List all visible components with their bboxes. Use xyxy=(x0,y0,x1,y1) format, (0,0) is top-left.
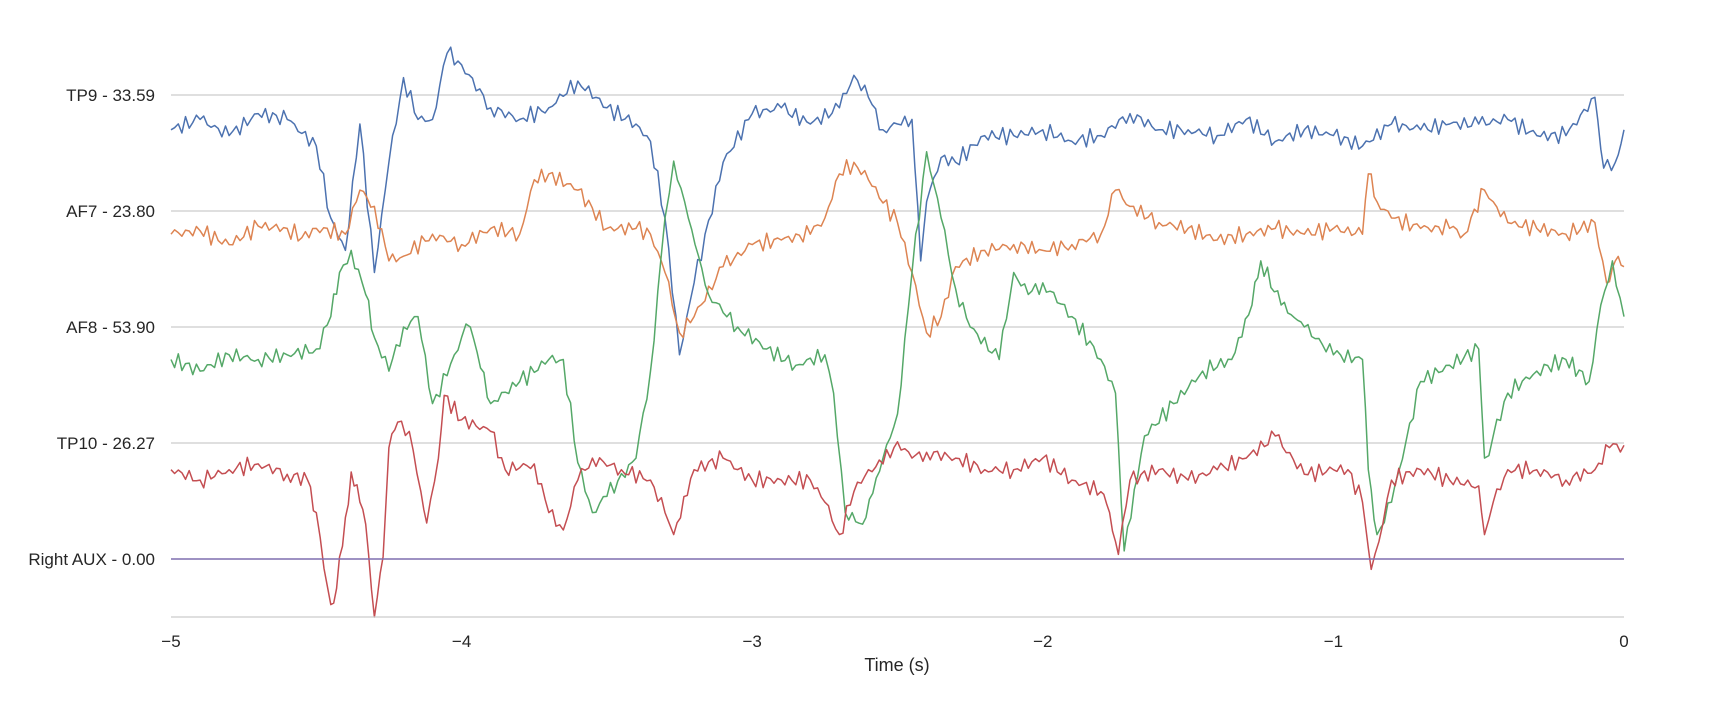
series-lines xyxy=(170,46,1625,618)
x-tick-label: −5 xyxy=(161,632,180,651)
y-tick-label: TP10 - 26.27 xyxy=(57,434,155,453)
y-tick-label: AF7 - 23.80 xyxy=(66,202,155,221)
series-line-tp9 xyxy=(170,46,1625,356)
x-tick-label: −2 xyxy=(1033,632,1052,651)
y-axis-labels: Right AUX - 0.00 TP10 - 26.27 AF8 - 53.90 A… xyxy=(28,86,155,569)
series-line-af8 xyxy=(170,151,1625,552)
x-tick-label: −1 xyxy=(1324,632,1343,651)
series-line-af7 xyxy=(170,159,1625,339)
y-tick-label: TP9 - 33.59 xyxy=(66,86,155,105)
series-line-tp10 xyxy=(170,394,1625,618)
x-axis-tick-labels: −5 −4 −3 −2 −1 0 xyxy=(161,632,1628,651)
x-tick-label: −4 xyxy=(452,632,471,651)
x-tick-label: −3 xyxy=(743,632,762,651)
y-tick-label: AF8 - 53.90 xyxy=(66,318,155,337)
x-axis-label: Time (s) xyxy=(864,655,929,675)
x-tick-label: 0 xyxy=(1619,632,1628,651)
y-tick-label: Right AUX - 0.00 xyxy=(28,550,155,569)
